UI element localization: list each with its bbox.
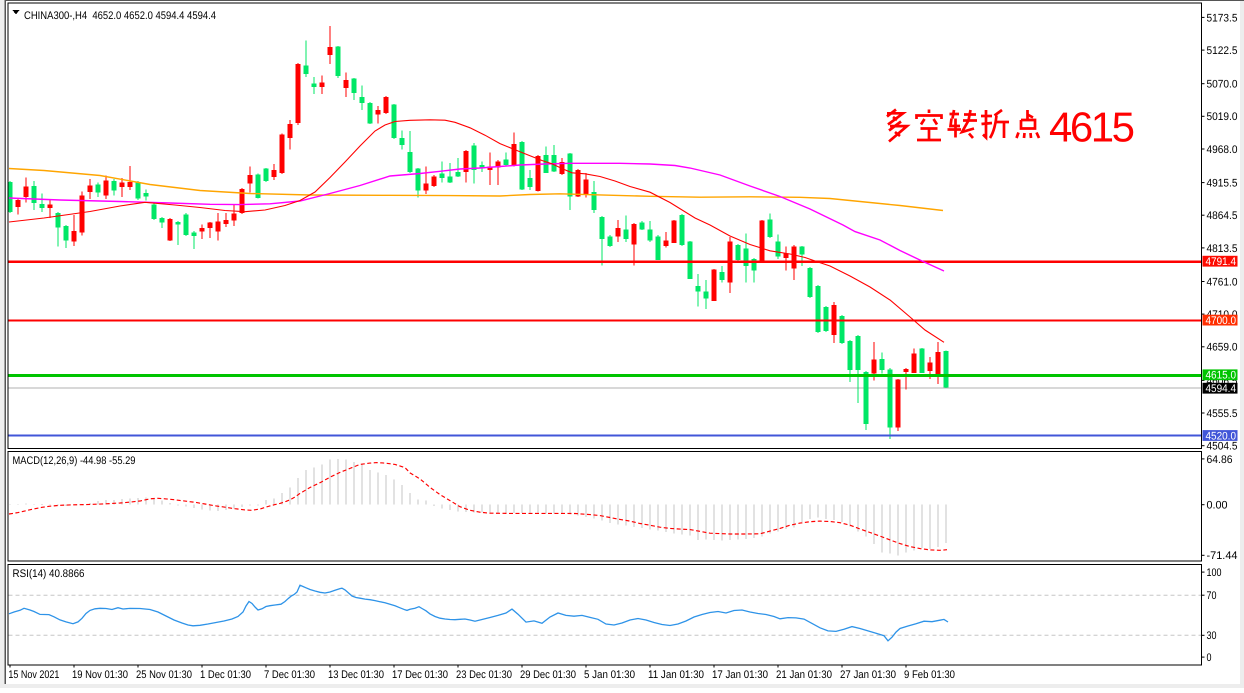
svg-text:9 Feb 01:30: 9 Feb 01:30 bbox=[904, 669, 955, 681]
svg-text:4864.5: 4864.5 bbox=[1207, 210, 1238, 222]
svg-text:30: 30 bbox=[1207, 630, 1217, 642]
svg-text:4615.0: 4615.0 bbox=[1206, 370, 1237, 382]
svg-text:CHINA300-,H4 4652.0 4652.0 45: CHINA300-,H4 4652.0 4652.0 4594.4 4594.4 bbox=[24, 10, 216, 22]
svg-text:11 Jan 01:30: 11 Jan 01:30 bbox=[648, 669, 704, 681]
svg-text:0: 0 bbox=[1207, 652, 1212, 664]
svg-text:4594.4: 4594.4 bbox=[1206, 383, 1237, 395]
svg-text:13 Dec 01:30: 13 Dec 01:30 bbox=[328, 669, 384, 681]
svg-text:0.00: 0.00 bbox=[1207, 500, 1228, 512]
svg-text:5070.0: 5070.0 bbox=[1207, 79, 1238, 91]
svg-text:4520.0: 4520.0 bbox=[1206, 430, 1237, 442]
svg-text:5173.5: 5173.5 bbox=[1207, 12, 1238, 24]
svg-text:25 Nov 01:30: 25 Nov 01:30 bbox=[136, 669, 192, 681]
svg-text:100: 100 bbox=[1207, 567, 1222, 579]
svg-text:5 Jan 01:30: 5 Jan 01:30 bbox=[584, 669, 635, 681]
svg-text:4813.5: 4813.5 bbox=[1207, 243, 1238, 255]
svg-text:4791.4: 4791.4 bbox=[1206, 256, 1237, 268]
svg-text:MACD(12,26,9) -44.98 -55.29: MACD(12,26,9) -44.98 -55.29 bbox=[13, 455, 136, 467]
svg-text:RSI(14) 40.8866: RSI(14) 40.8866 bbox=[13, 568, 85, 580]
svg-text:4659.0: 4659.0 bbox=[1207, 342, 1238, 354]
svg-text:19 Nov 01:30: 19 Nov 01:30 bbox=[72, 669, 128, 681]
svg-text:4761.0: 4761.0 bbox=[1207, 276, 1238, 288]
svg-text:5122.5: 5122.5 bbox=[1207, 45, 1238, 57]
svg-text:27 Jan 01:30: 27 Jan 01:30 bbox=[840, 669, 896, 681]
svg-text:17 Jan 01:30: 17 Jan 01:30 bbox=[712, 669, 768, 681]
svg-text:4615: 4615 bbox=[1049, 104, 1134, 151]
svg-text:1 Dec 01:30: 1 Dec 01:30 bbox=[200, 669, 251, 681]
svg-text:15 Nov 2021: 15 Nov 2021 bbox=[8, 669, 59, 681]
svg-text:7 Dec 01:30: 7 Dec 01:30 bbox=[264, 669, 315, 681]
svg-text:-71.44: -71.44 bbox=[1207, 550, 1238, 562]
svg-text:70: 70 bbox=[1207, 590, 1217, 602]
svg-text:29 Dec 01:30: 29 Dec 01:30 bbox=[520, 669, 576, 681]
svg-text:4555.5: 4555.5 bbox=[1207, 408, 1238, 420]
svg-text:23 Dec 01:30: 23 Dec 01:30 bbox=[456, 669, 512, 681]
svg-text:4968.0: 4968.0 bbox=[1207, 144, 1238, 156]
svg-text:21 Jan 01:30: 21 Jan 01:30 bbox=[776, 669, 832, 681]
svg-text:4915.5: 4915.5 bbox=[1207, 178, 1238, 190]
svg-text:4700.0: 4700.0 bbox=[1206, 315, 1237, 327]
svg-text:17 Dec 01:30: 17 Dec 01:30 bbox=[392, 669, 448, 681]
svg-text:5019.0: 5019.0 bbox=[1207, 111, 1238, 123]
svg-text:64.86: 64.86 bbox=[1207, 454, 1233, 466]
